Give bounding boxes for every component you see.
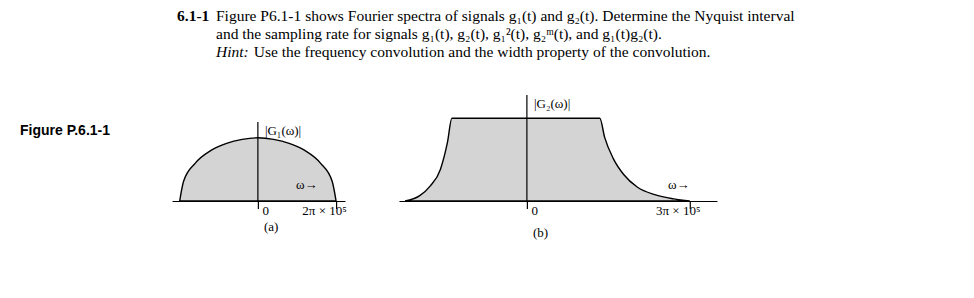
- panel-caption: (b): [533, 225, 548, 240]
- y-axis-line: [526, 95, 527, 201]
- x-tick-label: 0: [531, 203, 538, 218]
- chart: 0 3π × 10⁵ |G₂(ω)| ω→ (b): [400, 95, 718, 240]
- x-tick-mark: [527, 201, 528, 209]
- plot-area: [405, 118, 690, 201]
- spectrum-area: [405, 118, 690, 201]
- x-tick: 2π × 10⁵: [302, 201, 346, 218]
- x-axis: 0 3π × 10⁵: [400, 201, 718, 218]
- y-axis-label: |G₂(ω)|: [534, 96, 570, 111]
- x-tick: 0: [258, 201, 269, 218]
- hint-label: Hint:: [215, 43, 249, 60]
- chart: 0 2π × 10⁵ |G₁(ω)| ω→ (a): [173, 122, 347, 234]
- x-tick: 0: [527, 201, 538, 218]
- x-tick-mark: [258, 201, 259, 209]
- y-axis-line: [257, 122, 258, 201]
- panel-caption: (a): [264, 219, 278, 234]
- x-axis-domain: [400, 201, 718, 202]
- x-tick-label: 3π × 10⁵: [656, 203, 700, 218]
- y-axis-label: |G₁(ω)|: [265, 123, 301, 138]
- hint-text: Use the frequency convolution and the wi…: [254, 43, 711, 60]
- x-tick-label: 2π × 10⁵: [302, 203, 346, 218]
- page: 6.1-1 Figure P6.1-1 shows Fourier spectra…: [0, 0, 974, 298]
- x-tick-label: 0: [262, 203, 269, 218]
- figure-label: Figure P.6.1-1: [20, 122, 110, 138]
- problem-line: and the sampling rate for signals g₁(t),…: [216, 25, 662, 43]
- x-axis-domain: [173, 201, 346, 202]
- problem-line: Figure P6.1-1 shows Fourier spectra of s…: [216, 7, 795, 25]
- problem-number: 6.1-1: [177, 7, 209, 24]
- x-axis-label: ω→: [668, 177, 690, 192]
- x-axis-label: ω→: [296, 177, 318, 192]
- x-axis: 0 2π × 10⁵: [173, 201, 347, 218]
- x-tick: 3π × 10⁵: [656, 201, 700, 218]
